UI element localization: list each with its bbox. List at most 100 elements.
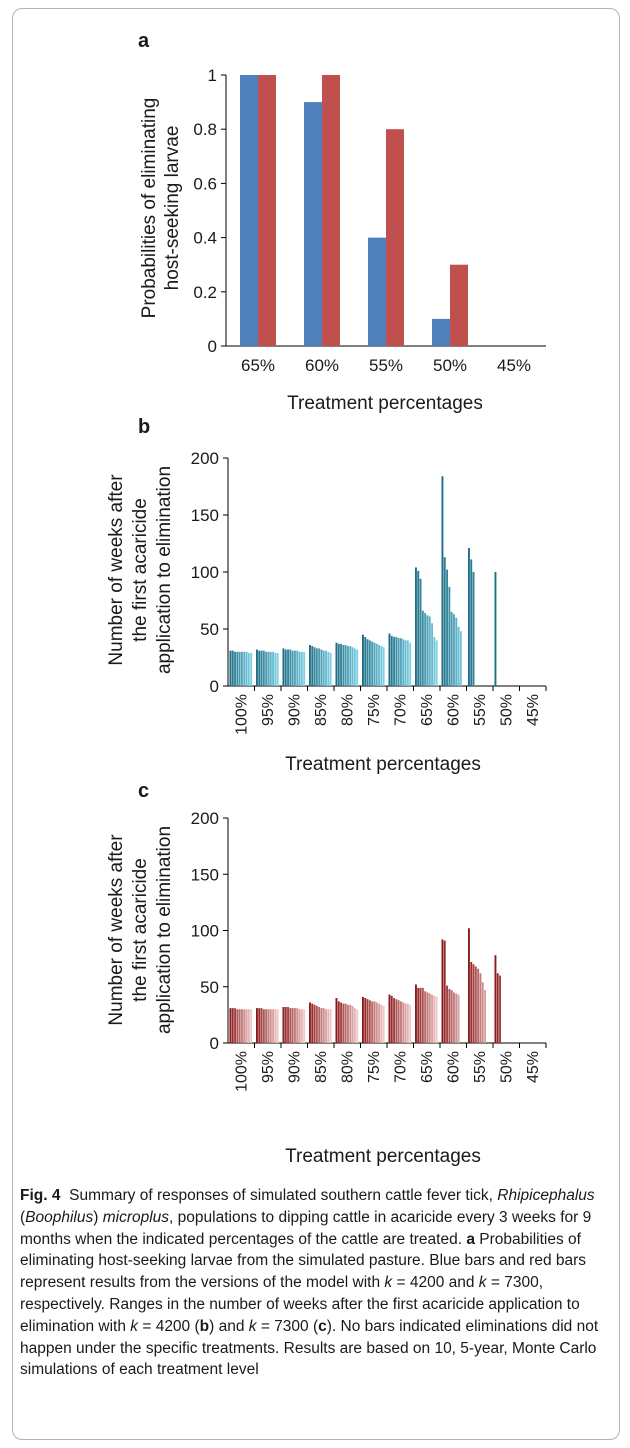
chart-c-bar (335, 998, 338, 1043)
caption-text: = 7300 ( (256, 1317, 319, 1335)
chart-b-bar (344, 644, 347, 686)
chart-b-bar (366, 639, 369, 686)
chart-b-x-tick-label: 60% (445, 694, 462, 726)
chart-b-y-tick-label: 200 (191, 449, 219, 468)
caption-text: = 7300, respectively. Ranges in the numb… (20, 1274, 580, 1335)
caption-italic: k (478, 1274, 487, 1292)
chart-b-bar (494, 572, 497, 686)
chart-b-bar (256, 649, 258, 686)
chart-b-x-tick-label: 100% (233, 694, 250, 735)
chart-b-x-tick-label: 50% (498, 694, 515, 726)
chart-b-y-tick-label: 150 (191, 506, 219, 525)
chart-b-xlabel: Treatment percentages (285, 754, 481, 775)
chart-c-bar (315, 1005, 318, 1043)
chart-c-bar (243, 1009, 246, 1043)
chart-c-bar (494, 955, 497, 1043)
chart-b-bar (335, 642, 338, 686)
chart-b-bar (364, 636, 367, 686)
chart-b-bar (284, 649, 287, 686)
chart-b-x-tick-label: 80% (339, 694, 356, 726)
chart-c-bar (258, 1008, 261, 1043)
caption-text: ). No bars indicated eliminations did no… (20, 1317, 599, 1379)
chart-c-bar (453, 992, 455, 1043)
chart-b-bar (287, 649, 289, 686)
chart-b-bar (378, 644, 380, 686)
chart-c-bar (455, 993, 458, 1043)
chart-c-bar (371, 1001, 374, 1043)
chart-b-bar (373, 642, 376, 686)
chart-c-x-tick-label: 70% (392, 1051, 409, 1083)
chart-c-x-tick-label: 85% (313, 1051, 330, 1083)
chart-c-bar (481, 982, 484, 1043)
chart-c-x-tick-label: 95% (260, 1051, 277, 1083)
chart-c-bar (347, 1004, 349, 1043)
chart-b-bar (231, 650, 234, 686)
chart-a-x-tick-label: 45% (497, 356, 531, 375)
chart-b-bar (300, 651, 303, 686)
chart-c-bar (344, 1003, 347, 1043)
chart-c-bar (329, 1009, 332, 1043)
chart-a-x-tick-label: 65% (241, 356, 275, 375)
chart-c-bar (472, 964, 475, 1043)
chart-c-bar (349, 1004, 352, 1043)
chart-a-plot: 0 0.2 0.4 0.6 0.8 1 65% 60% 55% 50% 45% (193, 66, 546, 375)
chart-c-x-tick-label: 90% (286, 1051, 303, 1083)
caption-text: = 4200 and (392, 1274, 479, 1292)
chart-c-bar (477, 968, 480, 1043)
chart-a-y-tick-label: 0.2 (193, 283, 217, 302)
chart-b-ylabel-line2: the first acaricide (130, 498, 151, 642)
chart-b-bar (353, 648, 356, 686)
chart-c-x-tick-label: 50% (498, 1051, 515, 1083)
chart-b-bar (397, 638, 400, 686)
chart-c-bar (303, 1009, 306, 1043)
chart-c-y-tick-label: 0 (210, 1034, 219, 1053)
chart-a-bar (304, 102, 322, 346)
chart-b-bar (406, 640, 409, 686)
chart-b-x-tick-label: 75% (366, 694, 383, 726)
chart-c-bar (474, 966, 477, 1043)
chart-c-bar (499, 975, 501, 1043)
chart-c-bar (433, 995, 436, 1043)
chart-a-bar (368, 237, 386, 346)
chart-c-bar (368, 1000, 371, 1043)
chart-b-y-tick-label: 0 (210, 677, 219, 696)
chart-c-plot: 0 50 100 150 200 100% 95% 90% 85% 80% 75% 70% 65% 60%… (191, 809, 547, 1092)
chart-c-bar (300, 1009, 303, 1043)
chart-c-bar (313, 1004, 316, 1043)
chart-b-bar (315, 648, 318, 686)
chart-b-bar (390, 635, 393, 686)
chart-b-bar (309, 644, 311, 686)
chart-c-bar (269, 1009, 272, 1043)
chart-c-bar (238, 1009, 241, 1043)
chart-a-y-tick-label: 0.8 (193, 120, 217, 139)
chart-b-bar (250, 652, 253, 686)
chart-c-bar (260, 1008, 263, 1043)
chart-c-bar (327, 1009, 330, 1043)
chart-b-bar (470, 559, 473, 686)
figure-frame (12, 8, 620, 1440)
chart-c-xlabel: Treatment percentages (285, 1146, 481, 1167)
chart-c-bar (247, 1009, 250, 1043)
chart-c-x-tick-label: 80% (339, 1051, 356, 1083)
chart-b-x-tick-label: 65% (419, 694, 436, 726)
caption-text: ( (20, 1208, 26, 1226)
chart-b-bar (435, 640, 438, 686)
chart-b-ylabel-line1: Number of weeks after (106, 474, 127, 666)
chart-c-bar (276, 1009, 279, 1043)
panel-label-c: c (138, 780, 149, 802)
chart-c-ylabel-line3: application to elimination (154, 826, 175, 1034)
chart-c-bar (441, 939, 444, 1043)
chart-b-bar (428, 616, 431, 686)
chart-c-bar (234, 1008, 236, 1043)
chart-c-x-tick-label: 60% (445, 1051, 462, 1083)
chart-b-bar (320, 649, 323, 686)
chart-a-bar (386, 129, 404, 346)
chart-b-bar (245, 651, 248, 686)
chart-c-ylabel-line1: Number of weeks after (106, 834, 127, 1026)
chart-c-bar (236, 1009, 239, 1043)
caption-text: = 4200 ( (138, 1317, 200, 1335)
chart-b-bar (424, 613, 427, 686)
chart-b-bar (289, 649, 292, 686)
chart-a-bar (258, 75, 276, 346)
chart-b-bar (371, 641, 374, 686)
